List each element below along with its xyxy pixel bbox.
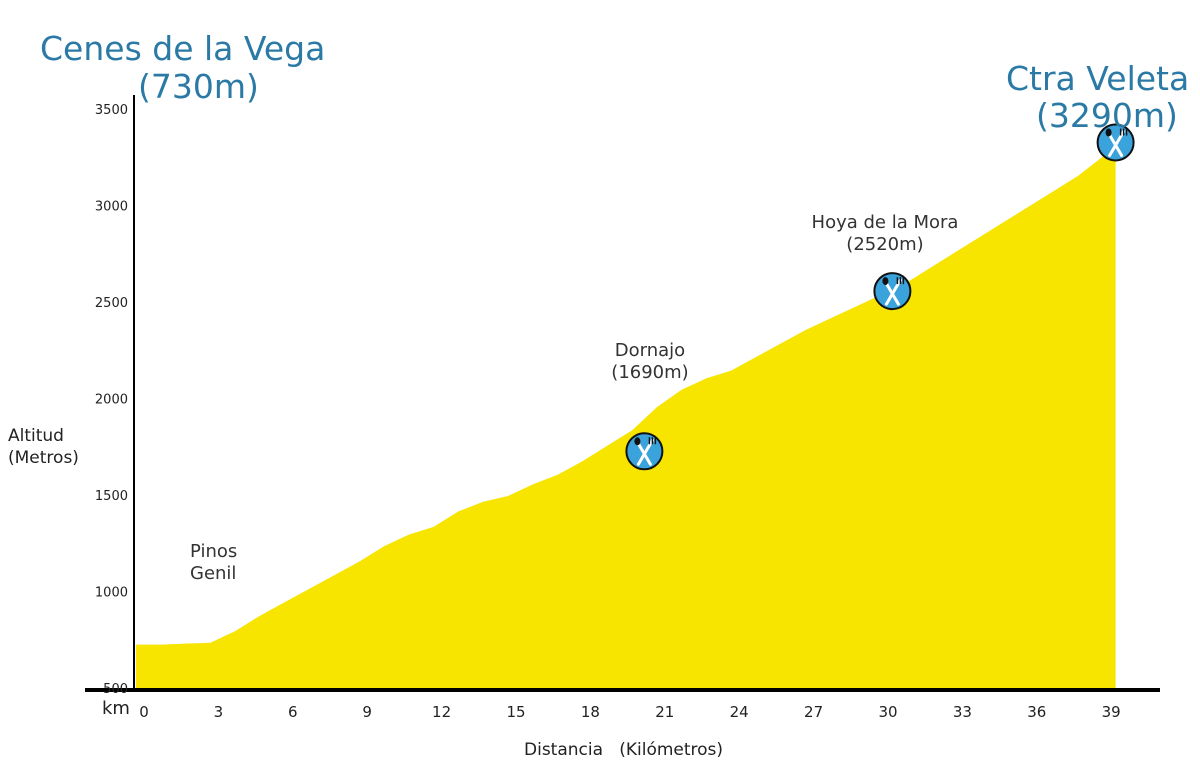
y-tick-label: 500 bbox=[103, 682, 128, 697]
y-tick-label: 2500 bbox=[95, 296, 128, 311]
x-tick-label: 24 bbox=[730, 703, 749, 721]
y-tick-label: 1000 bbox=[95, 586, 128, 601]
y-tick-label: 3000 bbox=[95, 200, 128, 215]
y-tick-label: 2000 bbox=[95, 393, 128, 408]
start-location-name: Cenes de la Vega bbox=[40, 29, 326, 68]
x-tick-label: 18 bbox=[581, 703, 600, 721]
x-tick-label: 30 bbox=[878, 703, 897, 721]
x-tick-label: 6 bbox=[288, 703, 298, 721]
place-label-dornajo: Dornajo (1690m) bbox=[600, 340, 700, 384]
place-elevation: (2520m) bbox=[846, 234, 924, 255]
x-tick-label: 33 bbox=[953, 703, 972, 721]
restaurant-markers bbox=[625, 123, 1135, 471]
x-tick-label: 21 bbox=[655, 703, 674, 721]
fork-knife-icon bbox=[625, 432, 664, 471]
y-axis-label-line1: Altitud bbox=[8, 426, 64, 446]
x-axis-unit: km bbox=[102, 698, 130, 719]
x-tick-label: 3 bbox=[214, 703, 224, 721]
place-elevation: (1690m) bbox=[611, 362, 689, 383]
x-tick-label: 12 bbox=[432, 703, 451, 721]
end-location-name: Ctra Veleta bbox=[1006, 59, 1190, 98]
place-name: Dornajo bbox=[614, 340, 686, 361]
x-tick-label: 27 bbox=[804, 703, 823, 721]
x-tick-labels: 0 3 6 9 12 15 18 21 24 27 30 33 36 39 bbox=[139, 703, 1121, 721]
x-axis-label: Distancia (Kilómetros) bbox=[524, 740, 724, 760]
x-tick-label: 15 bbox=[506, 703, 525, 721]
x-tick-label: 9 bbox=[362, 703, 372, 721]
end-location-elevation: (3290m) bbox=[1036, 96, 1178, 135]
start-location-elevation: (730m) bbox=[138, 67, 259, 106]
y-axis-label-line2: (Metros) bbox=[8, 448, 79, 468]
x-tick-label: 39 bbox=[1102, 703, 1121, 721]
fork-knife-icon bbox=[873, 272, 912, 311]
place-name-line2: Genil bbox=[190, 563, 237, 584]
elevation-area bbox=[136, 150, 1116, 689]
y-axis-label: Altitud (Metros) bbox=[8, 425, 79, 469]
x-tick-label: 0 bbox=[139, 703, 149, 721]
place-label-hoya-de-la-mora: Hoya de la Mora (2520m) bbox=[790, 212, 980, 256]
place-name: Hoya de la Mora bbox=[811, 212, 959, 233]
fork-knife-icon bbox=[1096, 123, 1135, 162]
x-tick-label: 36 bbox=[1027, 703, 1046, 721]
y-tick-label: 3500 bbox=[95, 103, 128, 118]
place-name: Pinos bbox=[190, 541, 238, 562]
place-label-pinos: Pinos Genil bbox=[190, 541, 237, 585]
y-tick-label: 1500 bbox=[95, 489, 128, 504]
y-tick-labels: 500 1000 1500 2000 2500 3000 3500 bbox=[95, 103, 128, 697]
